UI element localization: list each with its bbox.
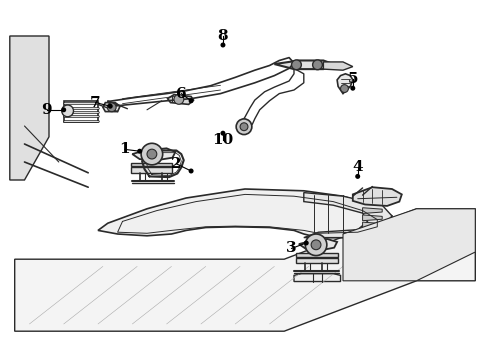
Polygon shape	[337, 74, 353, 94]
Polygon shape	[98, 189, 392, 238]
Polygon shape	[299, 239, 337, 250]
Circle shape	[108, 104, 113, 109]
Text: 1: 1	[120, 143, 130, 156]
Text: 9: 9	[41, 103, 52, 117]
Circle shape	[189, 98, 194, 103]
Polygon shape	[296, 253, 338, 257]
Circle shape	[292, 60, 301, 70]
Text: 2: 2	[171, 157, 182, 171]
Circle shape	[220, 131, 225, 136]
Polygon shape	[363, 208, 382, 213]
Circle shape	[189, 168, 194, 174]
Circle shape	[305, 234, 327, 256]
Circle shape	[341, 85, 348, 93]
Polygon shape	[343, 209, 475, 281]
Circle shape	[304, 240, 309, 246]
Circle shape	[350, 86, 355, 91]
Circle shape	[174, 94, 184, 104]
Polygon shape	[363, 215, 382, 221]
Circle shape	[311, 240, 321, 250]
Text: 5: 5	[347, 72, 358, 86]
Circle shape	[141, 143, 163, 165]
Polygon shape	[304, 193, 392, 238]
Polygon shape	[274, 60, 333, 69]
Text: 3: 3	[286, 242, 297, 255]
Polygon shape	[103, 103, 120, 112]
Polygon shape	[323, 62, 353, 70]
Circle shape	[62, 105, 74, 117]
Circle shape	[240, 123, 248, 131]
Text: 8: 8	[218, 29, 228, 43]
Circle shape	[61, 107, 66, 112]
Polygon shape	[168, 95, 194, 104]
Circle shape	[107, 103, 116, 112]
Polygon shape	[10, 36, 49, 180]
Polygon shape	[363, 222, 382, 228]
Polygon shape	[131, 163, 172, 166]
Text: 10: 10	[212, 134, 234, 147]
Circle shape	[220, 42, 225, 48]
Text: 7: 7	[90, 96, 101, 109]
Circle shape	[137, 149, 142, 154]
Polygon shape	[132, 148, 175, 160]
Polygon shape	[131, 167, 172, 173]
Circle shape	[236, 119, 252, 135]
Text: 4: 4	[352, 161, 363, 174]
Text: 6: 6	[176, 87, 187, 100]
Polygon shape	[294, 274, 341, 282]
Circle shape	[147, 149, 157, 159]
Polygon shape	[296, 258, 338, 263]
Circle shape	[355, 174, 360, 179]
Polygon shape	[353, 187, 402, 206]
Circle shape	[313, 60, 322, 70]
Polygon shape	[15, 209, 475, 331]
